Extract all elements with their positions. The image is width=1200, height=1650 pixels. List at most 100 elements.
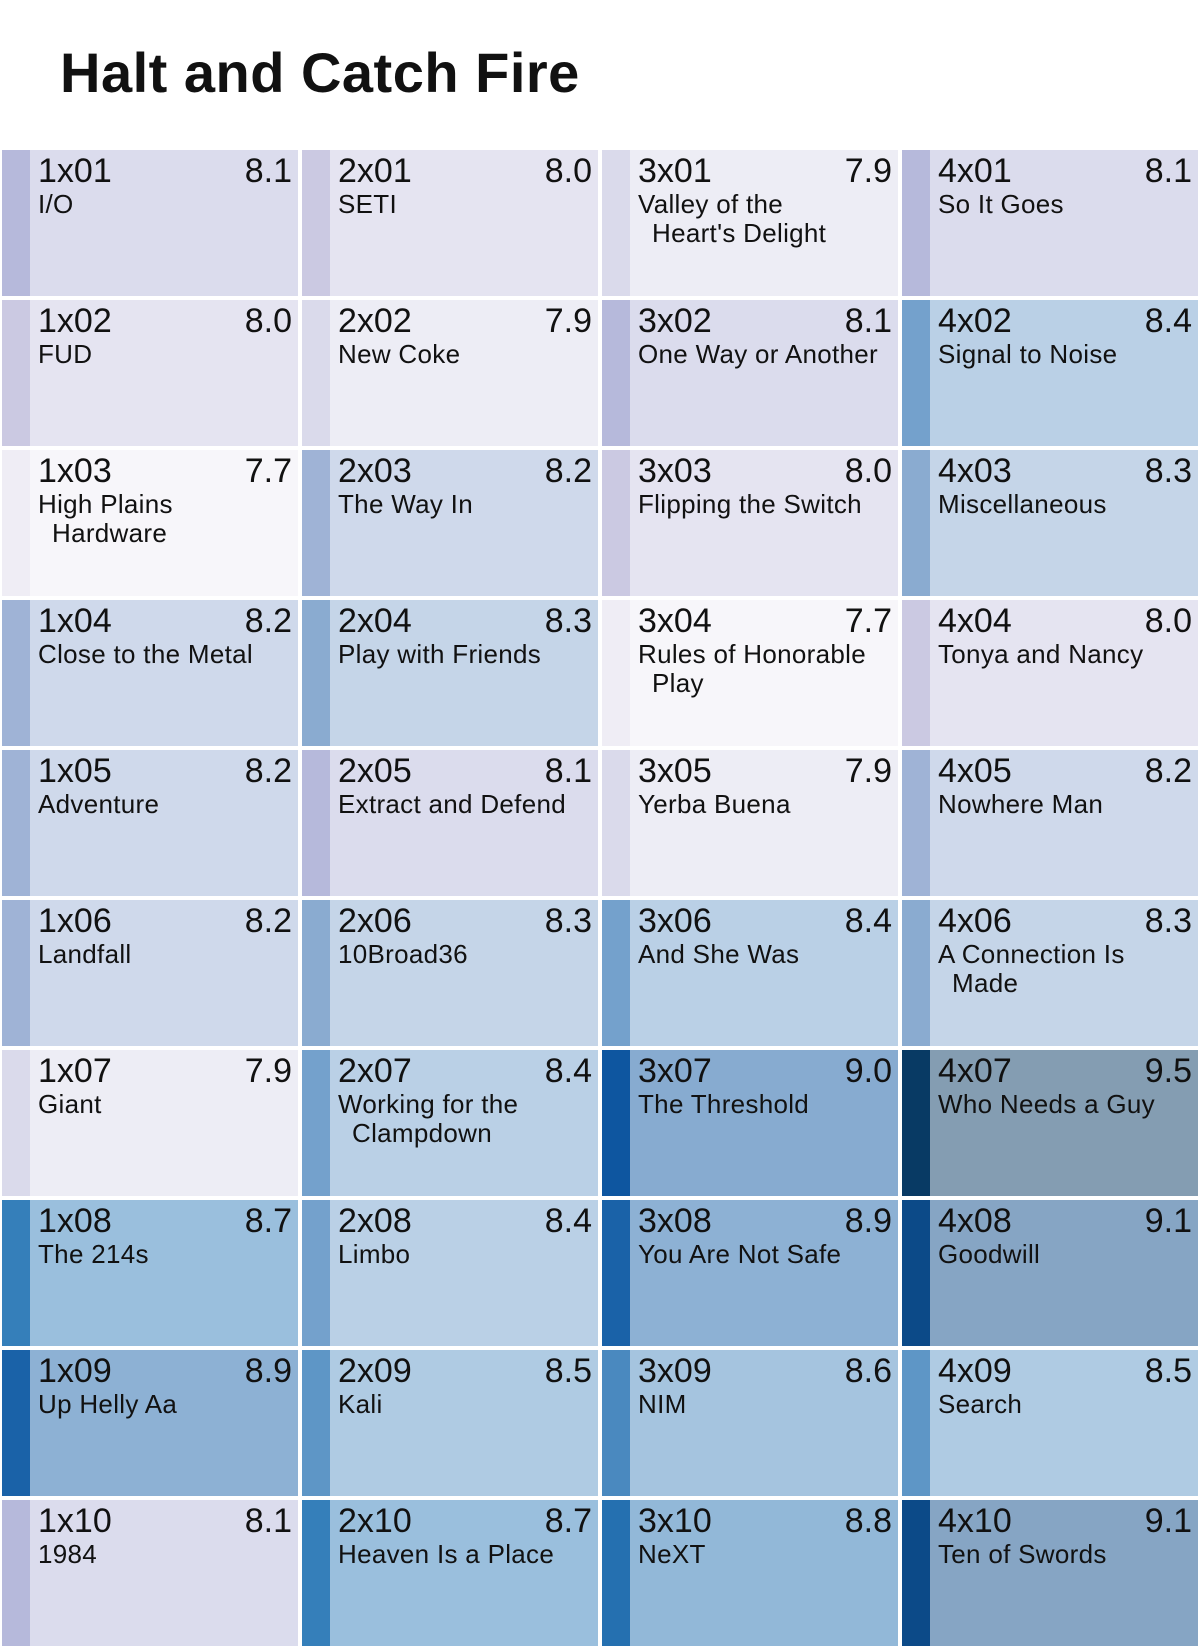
episode-cell-1x05: 1x05 8.2 Adventure [2, 750, 298, 896]
episode-code: 1x02 [38, 302, 112, 340]
episode-title-line: Search [938, 1389, 1023, 1419]
episode-code: 3x06 [638, 902, 712, 940]
episode-title: Nowhere Man [938, 790, 1190, 819]
episode-rating: 8.3 [544, 602, 592, 640]
episode-code: 2x06 [338, 902, 412, 940]
episode-title: Signal to Noise [938, 340, 1190, 369]
rating-stripe [902, 600, 930, 746]
episode-cell-1x10: 1x10 8.1 1984 [2, 1500, 298, 1646]
rating-stripe [302, 900, 330, 1046]
rating-stripe [302, 750, 330, 896]
episode-cell-1x06: 1x06 8.2 Landfall [2, 900, 298, 1046]
episode-title-line: I/O [38, 189, 74, 219]
episode-title-line: Yerba Buena [638, 789, 791, 819]
cell-background [630, 150, 898, 296]
episode-title: FUD [38, 340, 290, 369]
rating-stripe [302, 1500, 330, 1646]
episode-rating: 8.5 [1144, 1352, 1192, 1390]
episode-cell-3x09: 3x09 8.6 NIM [602, 1350, 898, 1496]
episode-title-line: NIM [638, 1389, 687, 1419]
rating-stripe [2, 750, 30, 896]
episode-code: 3x05 [638, 752, 712, 790]
episode-title-line: Nowhere Man [938, 789, 1104, 819]
rating-stripe [602, 1200, 630, 1346]
episode-cell-4x08: 4x08 9.1 Goodwill [902, 1200, 1198, 1346]
episode-rating: 8.4 [544, 1202, 592, 1240]
cell-background [330, 1500, 598, 1646]
episode-cell-4x01: 4x01 8.1 So It Goes [902, 150, 1198, 296]
episode-rating: 7.7 [844, 602, 892, 640]
episode-cell-4x10: 4x10 9.1 Ten of Swords [902, 1500, 1198, 1646]
episode-rating: 7.7 [244, 452, 292, 490]
episode-cell-2x04: 2x04 8.3 Play with Friends [302, 600, 598, 746]
rating-stripe [902, 1350, 930, 1496]
episode-cell-3x10: 3x10 8.8 NeXT [602, 1500, 898, 1646]
rating-stripe [2, 450, 30, 596]
episode-title-line: Miscellaneous [938, 489, 1107, 519]
episode-title-line: Landfall [38, 939, 132, 969]
episode-title: Working for the Clampdown [338, 1090, 590, 1148]
episode-cell-2x09: 2x09 8.5 Kali [302, 1350, 598, 1496]
rating-stripe [602, 300, 630, 446]
episode-rating: 8.1 [1144, 152, 1192, 190]
episode-code: 1x05 [38, 752, 112, 790]
episode-code: 4x07 [938, 1052, 1012, 1090]
episode-rating: 8.7 [244, 1202, 292, 1240]
episode-rating: 8.3 [544, 902, 592, 940]
episode-cell-1x02: 1x02 8.0 FUD [2, 300, 298, 446]
rating-stripe [302, 1050, 330, 1196]
episode-title: Heaven Is a Place [338, 1540, 590, 1569]
cell-background [630, 1350, 898, 1496]
episode-title: Who Needs a Guy [938, 1090, 1190, 1119]
episode-title: New Coke [338, 340, 590, 369]
cell-background [330, 1350, 598, 1496]
episode-title: Search [938, 1390, 1190, 1419]
episode-title: SETI [338, 190, 590, 219]
rating-stripe [302, 450, 330, 596]
episode-rating: 8.2 [1144, 752, 1192, 790]
rating-stripe [2, 300, 30, 446]
episode-title-line: So It Goes [938, 189, 1064, 219]
episode-title-line: Up Helly Aa [38, 1389, 178, 1419]
episode-title-line: 1984 [38, 1539, 98, 1569]
episode-title: The Threshold [638, 1090, 890, 1119]
episode-title-line: 10Broad36 [338, 939, 468, 969]
episode-title: Rules of Honorable Play [638, 640, 890, 698]
episode-cell-1x03: 1x03 7.7 High Plains Hardware [2, 450, 298, 596]
rating-stripe [902, 450, 930, 596]
cell-background [630, 300, 898, 446]
rating-stripe [2, 1350, 30, 1496]
episode-code: 1x10 [38, 1502, 112, 1540]
episode-code: 2x04 [338, 602, 412, 640]
episode-rating: 8.1 [244, 152, 292, 190]
episode-title-line: Heaven Is a Place [338, 1539, 555, 1569]
episode-title-line: SETI [338, 189, 397, 219]
cell-background [630, 750, 898, 896]
episode-rating: 7.9 [544, 302, 592, 340]
episode-code: 4x04 [938, 602, 1012, 640]
episode-code: 4x08 [938, 1202, 1012, 1240]
episode-title: Giant [38, 1090, 290, 1119]
episode-code: 2x03 [338, 452, 412, 490]
episode-cell-3x06: 3x06 8.4 And She Was [602, 900, 898, 1046]
episode-code: 4x01 [938, 152, 1012, 190]
episode-code: 2x10 [338, 1502, 412, 1540]
rating-stripe [902, 900, 930, 1046]
episode-rating: 8.2 [244, 902, 292, 940]
cell-background [330, 1200, 598, 1346]
rating-stripe [902, 1200, 930, 1346]
episode-title: Miscellaneous [938, 490, 1190, 519]
rating-stripe [602, 450, 630, 596]
episode-title-line: Clampdown [352, 1118, 492, 1148]
rating-stripe [902, 1500, 930, 1646]
rating-stripe [2, 1200, 30, 1346]
episode-cell-4x05: 4x05 8.2 Nowhere Man [902, 750, 1198, 896]
episode-rating: 8.0 [244, 302, 292, 340]
cell-background [930, 450, 1198, 596]
episode-cell-4x06: 4x06 8.3 A Connection Is Made [902, 900, 1198, 1046]
episode-title-line: Working for the [338, 1089, 519, 1119]
episode-title: Valley of the Heart's Delight [638, 190, 890, 248]
rating-stripe [2, 150, 30, 296]
episode-code: 3x07 [638, 1052, 712, 1090]
episode-rating: 8.9 [244, 1352, 292, 1390]
